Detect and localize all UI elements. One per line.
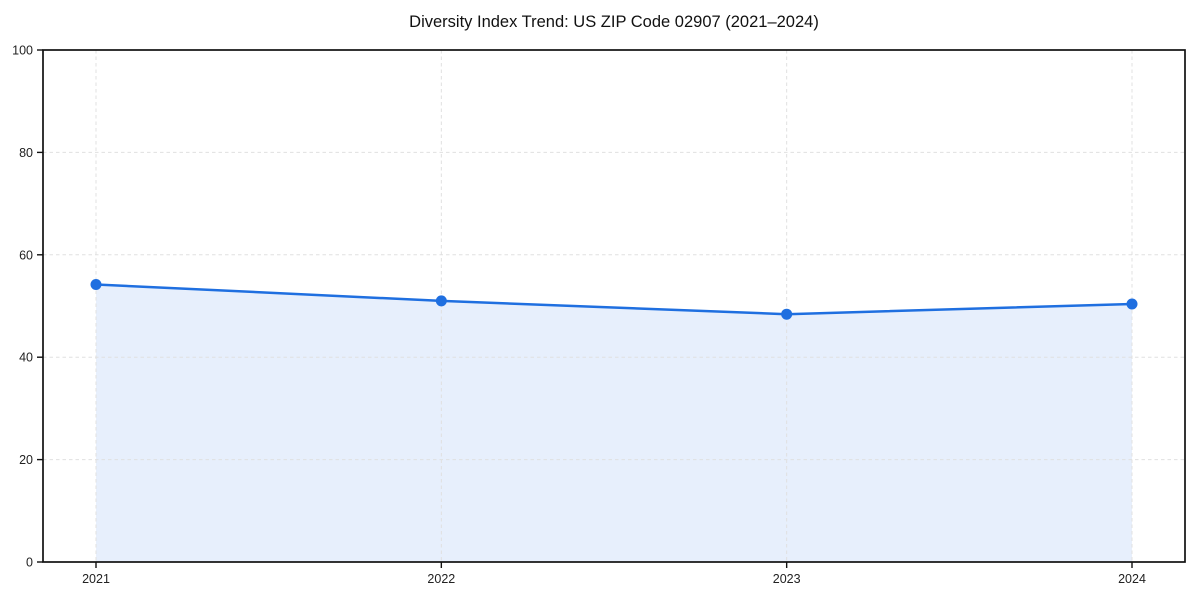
- y-tick-label: 40: [19, 351, 33, 365]
- y-tick-label: 60: [19, 248, 33, 262]
- plot-border: [42, 49, 1186, 563]
- area-fill-layer: [96, 284, 1132, 562]
- data-point-2024: [1126, 298, 1138, 310]
- tick-label-layer: 0 20 40 60 80 100 2021 2022 2023 2024: [12, 44, 1146, 587]
- data-point-2022: [435, 295, 447, 307]
- area-fill: [96, 284, 1132, 562]
- trend-line-layer: [90, 278, 1138, 320]
- chart-title: Diversity Index Trend: US ZIP Code 02907…: [409, 13, 819, 31]
- x-tick-label: 2022: [427, 572, 455, 586]
- data-point-2021: [90, 278, 102, 290]
- trend-line: [94, 283, 1134, 316]
- y-tick-label: 80: [19, 146, 33, 160]
- x-tick-label: 2024: [1118, 572, 1146, 586]
- axes-layer: [37, 49, 1186, 568]
- y-tick-label: 0: [26, 556, 33, 570]
- x-tick-label: 2023: [773, 572, 801, 586]
- y-tick-label: 20: [19, 453, 33, 467]
- data-point-2023: [781, 308, 793, 320]
- y-tick-label: 100: [12, 44, 33, 58]
- x-tick-label: 2021: [82, 572, 110, 586]
